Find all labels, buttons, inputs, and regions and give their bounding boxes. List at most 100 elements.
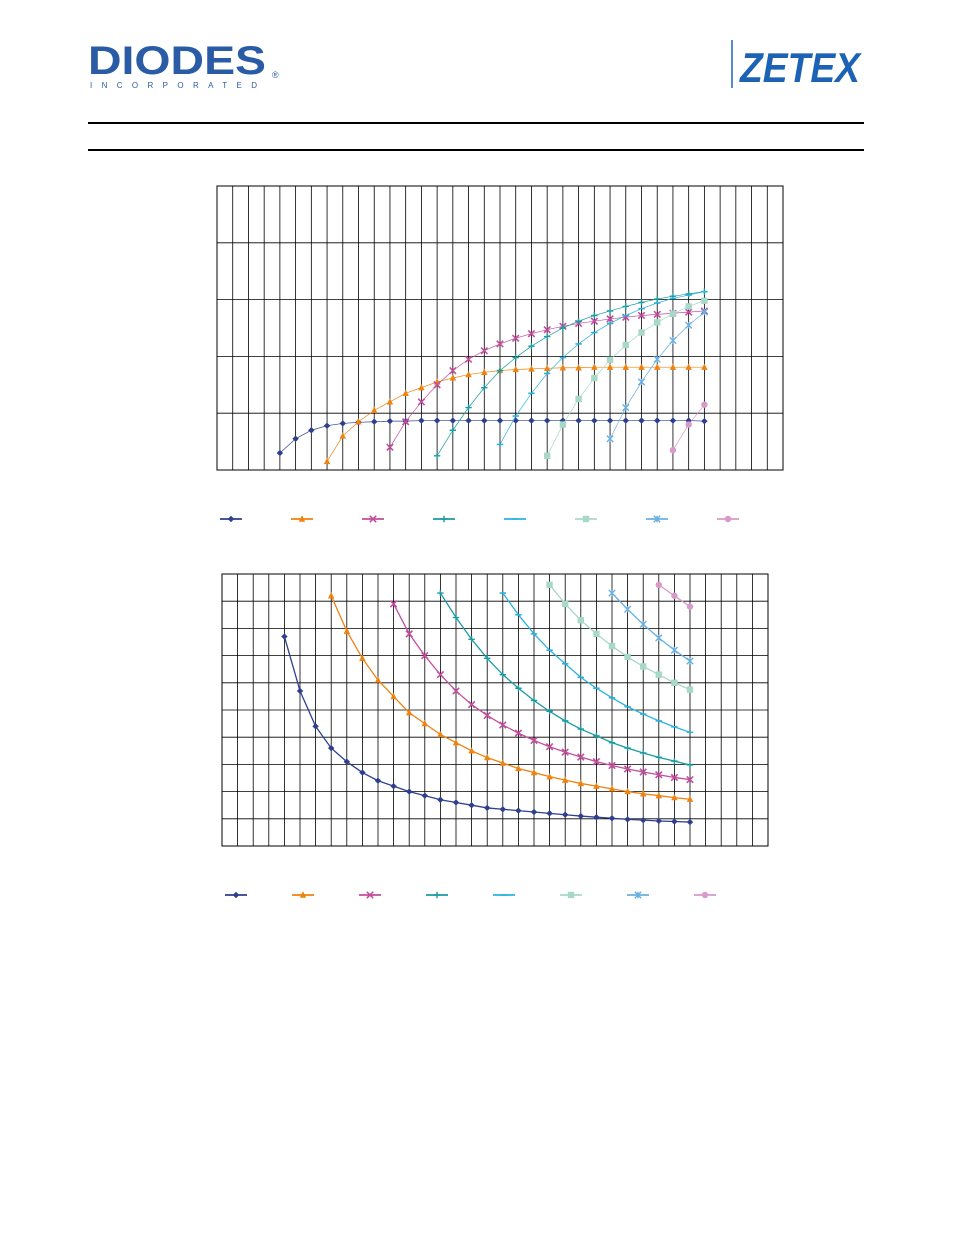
data-point — [608, 642, 616, 650]
data-point — [401, 417, 410, 426]
data-point — [591, 363, 598, 370]
data-point — [433, 381, 441, 389]
data-point — [546, 581, 553, 589]
data-point — [669, 417, 677, 424]
series-line — [549, 584, 691, 691]
data-point — [515, 764, 522, 772]
data-point — [606, 435, 614, 443]
legend-entry-6 — [575, 515, 597, 523]
header-rule-top — [88, 122, 864, 124]
data-point — [339, 432, 346, 439]
legend-marker — [366, 891, 374, 899]
data-point — [527, 329, 536, 338]
data-point — [591, 374, 598, 382]
data-point — [608, 785, 616, 792]
data-point — [433, 417, 441, 424]
chart-1 — [216, 185, 784, 523]
data-point — [591, 417, 598, 424]
data-point — [670, 773, 679, 782]
data-point — [484, 753, 491, 761]
data-point — [515, 685, 522, 692]
series-3 — [389, 600, 694, 784]
data-point — [639, 768, 647, 776]
data-point — [606, 315, 614, 323]
data-point — [437, 730, 444, 738]
legend-entry-3 — [362, 515, 384, 523]
legend-entry-4 — [426, 891, 448, 899]
data-point — [371, 406, 378, 414]
data-point — [465, 404, 472, 411]
data-point — [483, 711, 491, 720]
data-point — [328, 592, 335, 599]
data-point — [512, 354, 519, 361]
data-point — [562, 717, 569, 725]
data-point — [496, 340, 504, 348]
legend-entry-3 — [359, 891, 381, 899]
data-point — [452, 799, 460, 806]
data-point — [561, 748, 569, 756]
series-5 — [496, 290, 708, 446]
data-point — [449, 374, 457, 381]
data-point — [685, 363, 692, 370]
data-point — [655, 791, 662, 799]
data-point — [638, 299, 645, 306]
legend-marker — [634, 891, 642, 899]
data-point — [622, 417, 629, 424]
legend-marker — [701, 891, 709, 899]
data-point — [655, 817, 662, 825]
data-point — [669, 310, 677, 317]
legend-marker — [232, 891, 240, 899]
series-line — [279, 420, 705, 454]
chart-grid — [216, 185, 784, 471]
data-point — [640, 816, 647, 824]
data-point — [593, 732, 600, 740]
legend-entry-7 — [646, 515, 668, 523]
data-point — [685, 290, 692, 298]
data-point — [655, 581, 662, 589]
data-point — [499, 721, 507, 729]
data-point — [671, 818, 678, 825]
series-2 — [328, 592, 694, 802]
data-point — [530, 768, 538, 776]
data-point — [406, 709, 413, 716]
data-point — [528, 365, 535, 372]
series-6 — [546, 581, 694, 693]
data-point — [669, 446, 677, 454]
legend-marker — [582, 515, 590, 523]
series-7 — [608, 589, 694, 665]
data-point — [606, 356, 614, 364]
data-point — [640, 663, 647, 670]
data-point — [449, 366, 457, 375]
data-point — [653, 355, 661, 363]
data-point — [639, 620, 647, 629]
data-point — [481, 368, 488, 376]
data-point — [685, 303, 692, 310]
data-point — [686, 686, 694, 693]
data-point — [608, 761, 616, 770]
data-point — [276, 449, 284, 457]
legend-marker — [369, 515, 377, 523]
zetex-logo-text: ZETEX — [739, 44, 863, 90]
data-point — [669, 336, 677, 345]
data-point — [606, 307, 614, 315]
data-point — [496, 417, 504, 424]
legend-marker — [298, 515, 306, 522]
data-point — [355, 418, 362, 425]
data-point — [530, 697, 538, 704]
data-point — [671, 592, 678, 599]
series-line — [330, 595, 691, 800]
data-point — [480, 346, 489, 355]
data-point — [528, 342, 535, 350]
data-point — [686, 795, 694, 802]
data-point — [386, 417, 394, 425]
data-point — [655, 671, 662, 678]
data-point — [623, 605, 632, 614]
legend-marker — [433, 891, 441, 899]
data-point — [374, 676, 382, 683]
zetex-logo: ZETEX — [731, 40, 863, 90]
data-point — [543, 452, 551, 459]
data-point — [405, 630, 413, 638]
data-point — [575, 317, 582, 325]
data-point — [308, 427, 315, 434]
data-point — [512, 417, 519, 424]
